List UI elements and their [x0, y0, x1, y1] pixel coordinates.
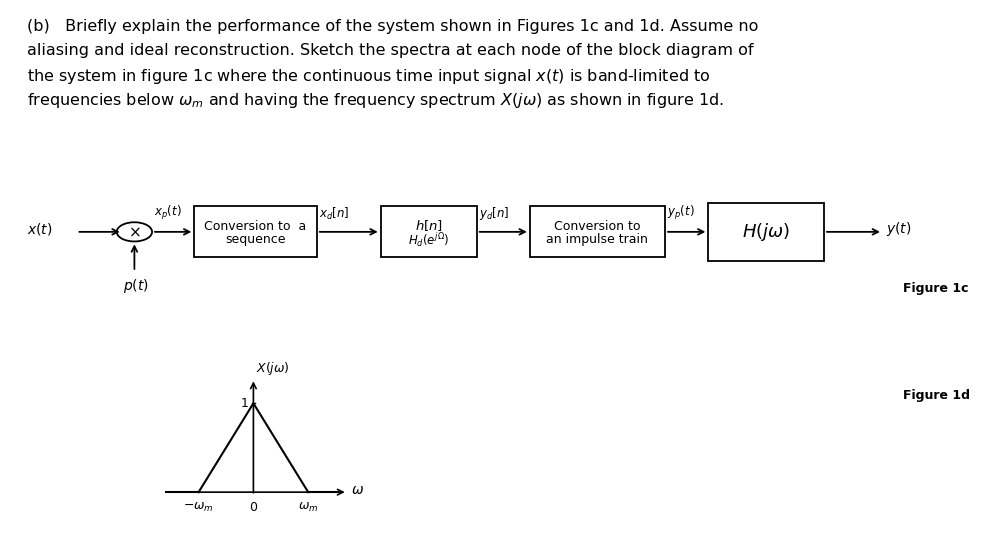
Text: $p(t)$: $p(t)$ [123, 277, 148, 295]
Text: $H(j\omega)$: $H(j\omega)$ [742, 221, 791, 243]
Text: aliasing and ideal reconstruction. Sketch the spectra at each node of the block : aliasing and ideal reconstruction. Sketc… [27, 43, 754, 58]
Text: $H_d(e^{j\Omega})$: $H_d(e^{j\Omega})$ [408, 231, 449, 249]
Text: Conversion to  a: Conversion to a [204, 220, 307, 233]
Text: the system in figure 1c where the continuous time input signal $x(t)$ is band-li: the system in figure 1c where the contin… [27, 67, 711, 86]
Text: $\omega_m$: $\omega_m$ [298, 501, 319, 514]
Text: $x(t)$: $x(t)$ [27, 221, 53, 237]
Text: $-\omega_m$: $-\omega_m$ [183, 501, 214, 514]
Text: Conversion to: Conversion to [554, 220, 641, 233]
FancyBboxPatch shape [708, 203, 824, 261]
Text: $y_p(t)$: $y_p(t)$ [667, 204, 695, 222]
Text: frequencies below $\omega_m$ and having the frequency spectrum $X(j\omega)$ as s: frequencies below $\omega_m$ and having … [27, 91, 724, 110]
Text: Figure 1c: Figure 1c [903, 282, 968, 295]
Text: $x_p(t)$: $x_p(t)$ [154, 204, 181, 222]
Text: Figure 1d: Figure 1d [903, 389, 969, 402]
Text: $h[n]$: $h[n]$ [415, 218, 442, 233]
FancyBboxPatch shape [530, 206, 665, 257]
Text: $x_d[n]$: $x_d[n]$ [319, 206, 349, 222]
FancyBboxPatch shape [194, 206, 317, 257]
Text: sequence: sequence [226, 233, 285, 246]
Text: $X(j\omega)$: $X(j\omega)$ [256, 360, 289, 377]
Text: 1: 1 [241, 397, 249, 410]
Text: $y_d[n]$: $y_d[n]$ [479, 205, 509, 222]
Text: $y(t)$: $y(t)$ [886, 220, 911, 238]
Text: an impulse train: an impulse train [546, 233, 648, 246]
Text: $0$: $0$ [249, 501, 258, 514]
Text: (b)   Briefly explain the performance of the system shown in Figures 1c and 1d. : (b) Briefly explain the performance of t… [27, 19, 759, 34]
Text: $\omega$: $\omega$ [351, 483, 364, 497]
Text: $\times$: $\times$ [129, 224, 140, 239]
FancyBboxPatch shape [381, 206, 477, 257]
